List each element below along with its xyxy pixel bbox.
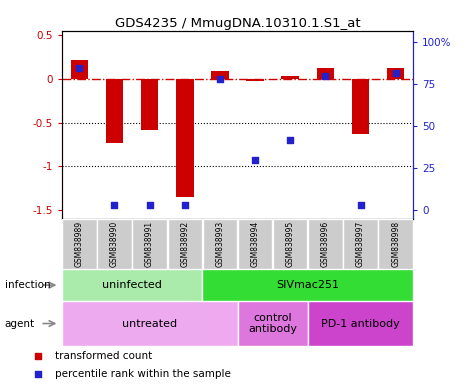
Text: control
antibody: control antibody: [248, 313, 297, 334]
Text: agent: agent: [5, 318, 35, 329]
Bar: [238, 219, 272, 269]
Text: GSM838996: GSM838996: [321, 221, 330, 267]
Bar: [316, 68, 334, 79]
Text: uninfected: uninfected: [102, 280, 162, 290]
Bar: [141, 79, 158, 130]
Bar: [247, 79, 264, 81]
Text: transformed count: transformed count: [55, 351, 152, 361]
Bar: [176, 79, 194, 197]
Point: [216, 76, 224, 82]
Point: [322, 73, 329, 79]
Text: GSM838993: GSM838993: [216, 221, 224, 267]
Bar: [273, 219, 307, 269]
Text: GSM838992: GSM838992: [180, 221, 189, 267]
Text: GSM838998: GSM838998: [391, 221, 400, 267]
Bar: [71, 60, 88, 79]
Point: [146, 202, 153, 208]
Point: [34, 371, 42, 377]
Title: GDS4235 / MmugDNA.10310.1.S1_at: GDS4235 / MmugDNA.10310.1.S1_at: [114, 17, 361, 30]
Point: [357, 202, 364, 208]
Text: GSM838994: GSM838994: [251, 221, 259, 267]
Text: GSM838990: GSM838990: [110, 221, 119, 267]
Bar: [281, 76, 299, 79]
Bar: [387, 68, 404, 79]
Bar: [343, 219, 378, 269]
Text: GSM838997: GSM838997: [356, 221, 365, 267]
Bar: [203, 219, 237, 269]
Point: [34, 353, 42, 359]
Bar: [133, 219, 167, 269]
Text: GSM838989: GSM838989: [75, 221, 84, 267]
Bar: [238, 301, 308, 346]
Text: untreated: untreated: [122, 318, 177, 329]
Bar: [62, 301, 238, 346]
Bar: [308, 301, 413, 346]
Point: [76, 65, 83, 71]
Text: GSM838995: GSM838995: [286, 221, 294, 267]
Text: infection: infection: [5, 280, 50, 290]
Point: [392, 70, 399, 76]
Bar: [202, 269, 413, 301]
Bar: [168, 219, 202, 269]
Text: PD-1 antibody: PD-1 antibody: [321, 318, 400, 329]
Text: SIVmac251: SIVmac251: [276, 280, 339, 290]
Bar: [62, 219, 96, 269]
Text: percentile rank within the sample: percentile rank within the sample: [55, 369, 230, 379]
Point: [111, 202, 118, 208]
Bar: [97, 219, 132, 269]
Point: [286, 136, 294, 142]
Bar: [62, 269, 202, 301]
Bar: [308, 219, 342, 269]
Point: [251, 157, 259, 163]
Text: GSM838991: GSM838991: [145, 221, 154, 267]
Bar: [105, 79, 124, 143]
Bar: [379, 219, 413, 269]
Point: [181, 202, 189, 208]
Bar: [211, 71, 228, 79]
Bar: [352, 79, 369, 134]
